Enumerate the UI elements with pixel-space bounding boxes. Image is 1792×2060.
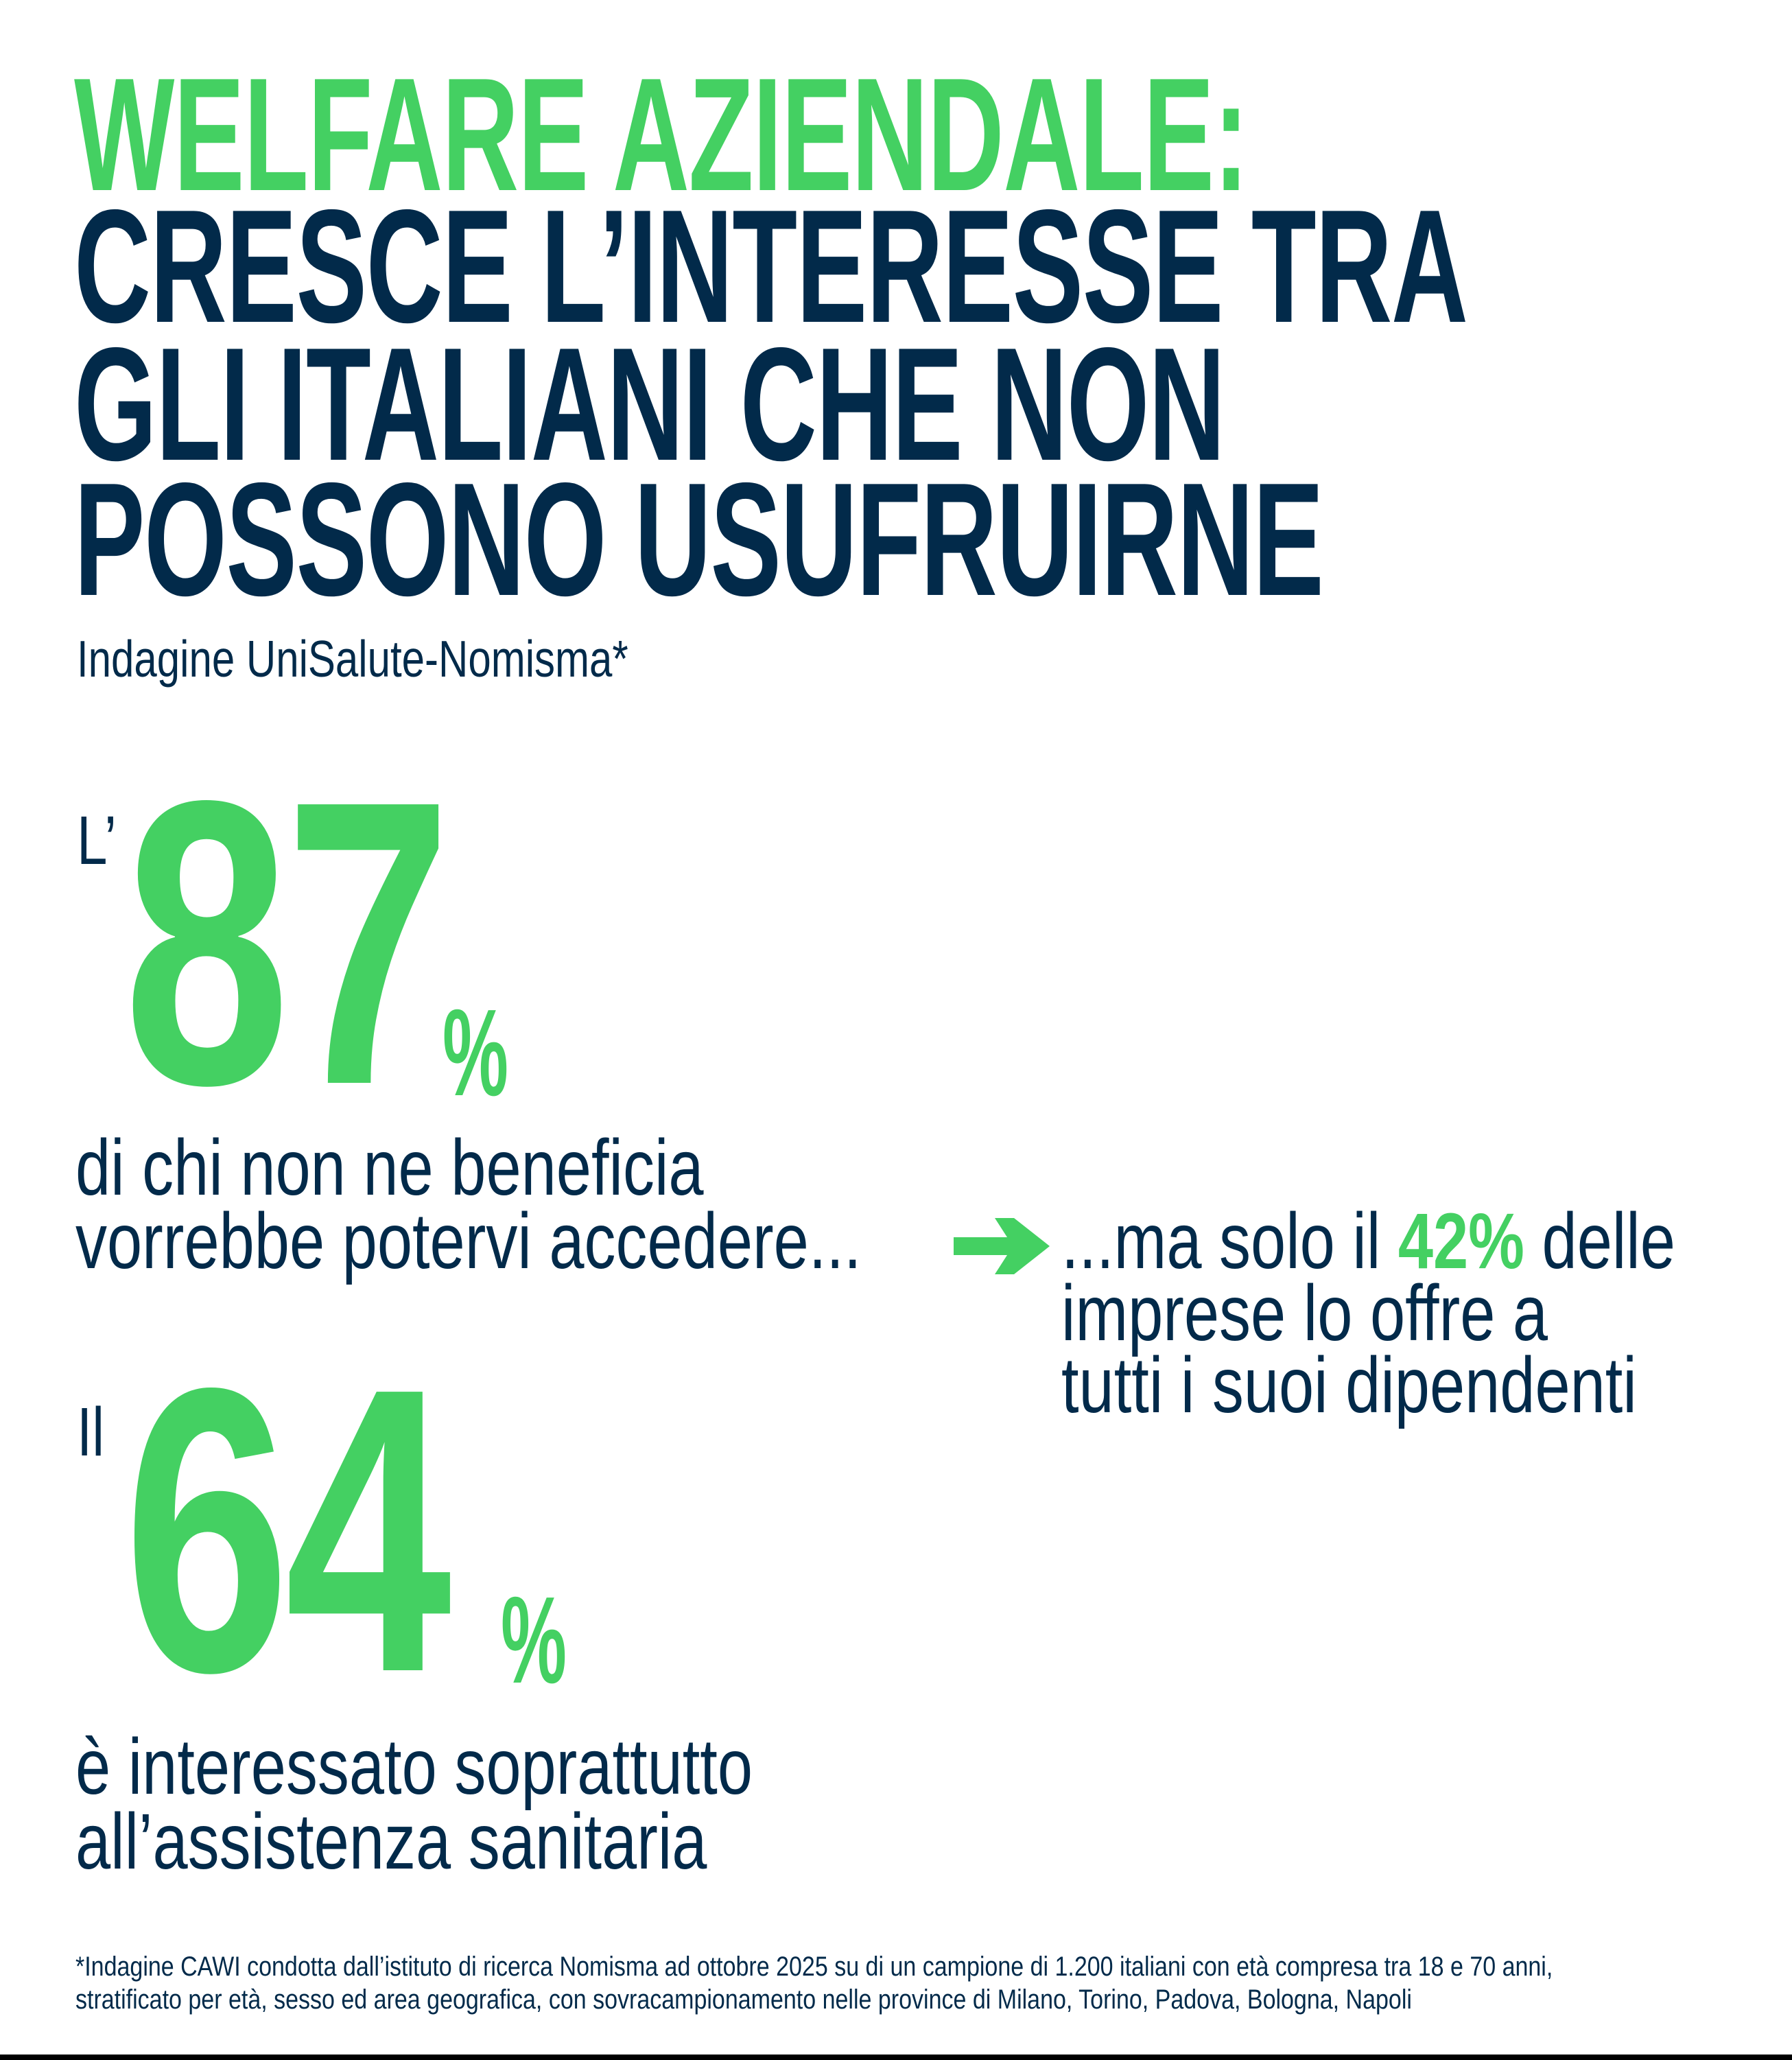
bottom-border: [0, 2055, 1792, 2060]
stat1-text-line-1: di chi non ne beneficia: [75, 1124, 704, 1212]
stat2-prefix: ...ma solo il: [1061, 1197, 1398, 1285]
stat2-value: 42%: [1398, 1197, 1524, 1285]
footnote-line-2: stratificato per età, sesso ed area geog…: [75, 1985, 1412, 2015]
stat2-text-line-2: imprese lo offre a: [1061, 1269, 1548, 1357]
stat3-text-line-1: è interessato soprattutto: [75, 1723, 753, 1811]
stat2-text-line-3: tutti i suoi dipendenti: [1061, 1342, 1637, 1429]
title-line-4: POSSONO USUFRUIRNE: [74, 449, 1324, 629]
title-line-2: CRESCE L’INTERESSE TRA: [74, 176, 1468, 356]
stat1-text-line-2: vorrebbe potervi accedere...: [75, 1197, 862, 1285]
stat1-prefix: L’: [77, 802, 117, 879]
stat3-text-line-2: all’assistenza sanitaria: [75, 1798, 707, 1886]
title-line-1: WELFARE AZIENDALE:: [74, 44, 1249, 224]
stat3-value: 64: [123, 1304, 451, 1757]
stat2-suffix: delle: [1524, 1197, 1675, 1285]
stat1-value: 87: [123, 717, 451, 1169]
stat3-unit: %: [501, 1571, 567, 1709]
footnote-line-1: *Indagine CAWI condotta dall’istituto di…: [75, 1952, 1553, 1982]
subtitle: Indagine UniSalute-Nomisma*: [77, 630, 628, 688]
title-line-3: GLI ITALIANI CHE NON: [74, 314, 1225, 494]
stat2-text-line-1: ...ma solo il 42% delle: [1061, 1202, 1675, 1281]
stat3-prefix: Il: [77, 1394, 104, 1471]
stat1-unit: %: [443, 984, 509, 1122]
arrow-right-icon: [954, 1218, 1050, 1274]
